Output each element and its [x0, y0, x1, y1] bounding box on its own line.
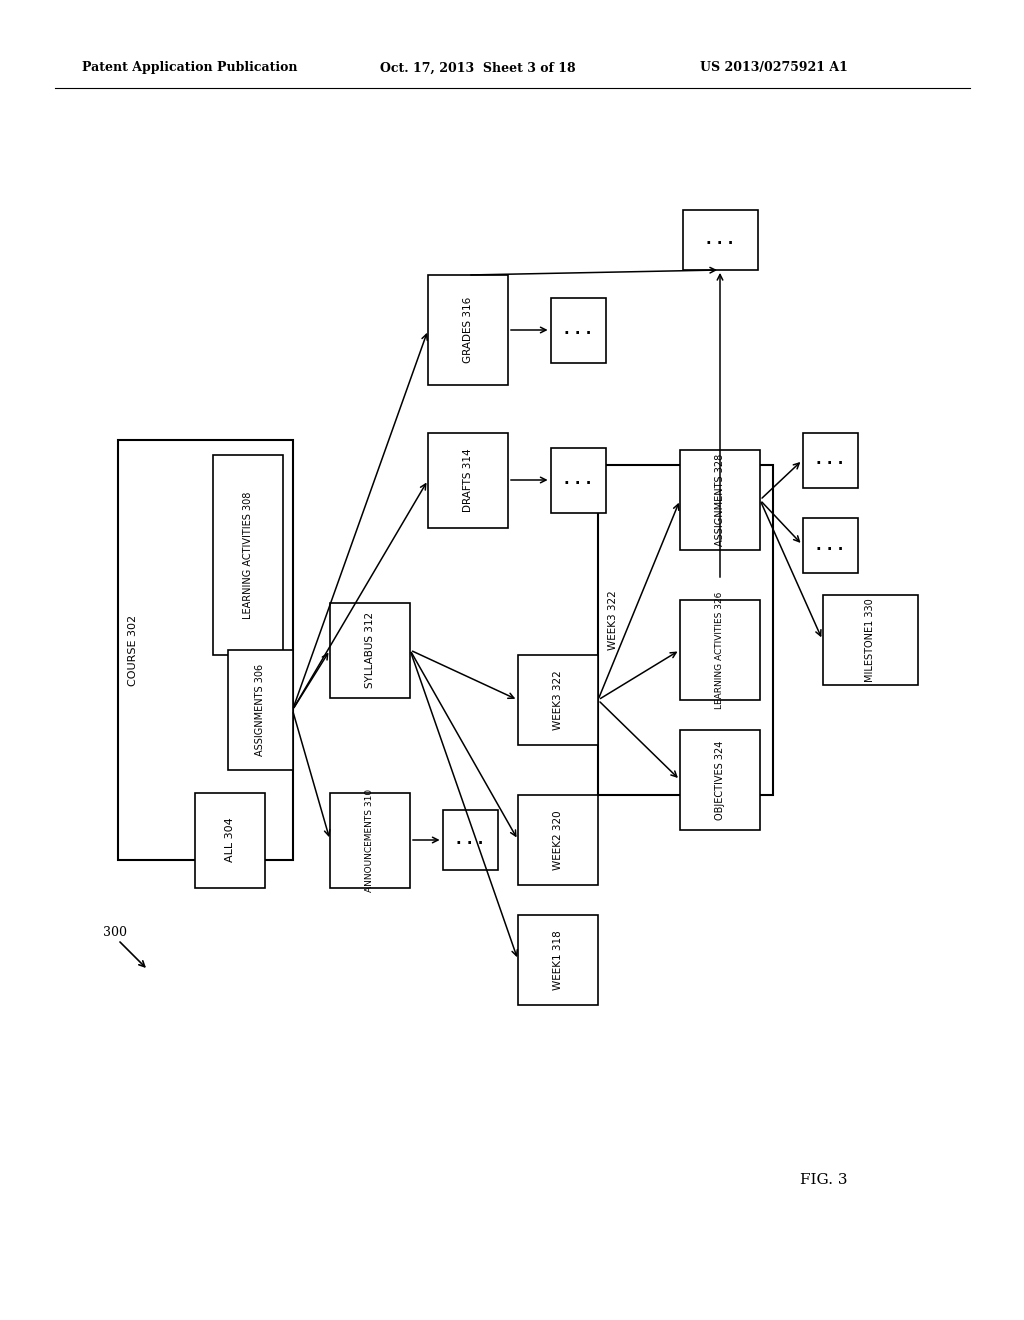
Text: LEARNING ACTIVITIES 308: LEARNING ACTIVITIES 308 [243, 491, 253, 619]
Text: COURSE 302: COURSE 302 [128, 614, 138, 685]
Text: OBJECTIVES 324: OBJECTIVES 324 [715, 741, 725, 820]
Bar [442, 810, 498, 870]
Text: ASSIGNMENTS 306: ASSIGNMENTS 306 [255, 664, 265, 756]
Text: . . .: . . . [564, 473, 592, 487]
Bar [428, 275, 508, 385]
Text: US 2013/0275921 A1: US 2013/0275921 A1 [700, 62, 848, 74]
Bar [680, 450, 760, 550]
Bar [330, 602, 410, 697]
Text: ALL 304: ALL 304 [225, 817, 234, 862]
Bar [428, 433, 508, 528]
Text: FIG. 3: FIG. 3 [800, 1173, 848, 1187]
Bar [118, 440, 293, 861]
Bar [551, 447, 605, 512]
Bar [597, 465, 772, 795]
Text: . . .: . . . [564, 322, 592, 338]
Text: WEEK3 322: WEEK3 322 [607, 590, 617, 649]
Text: WEEK2 320: WEEK2 320 [553, 810, 563, 870]
Text: DRAFTS 314: DRAFTS 314 [463, 449, 473, 512]
Text: . . .: . . . [457, 833, 483, 847]
Text: GRADES 316: GRADES 316 [463, 297, 473, 363]
Text: 300: 300 [103, 925, 127, 939]
Bar [822, 595, 918, 685]
Text: LEARNING ACTIVITIES 326: LEARNING ACTIVITIES 326 [716, 591, 725, 709]
Bar [551, 297, 605, 363]
Text: WEEK3 322: WEEK3 322 [553, 671, 563, 730]
Text: Patent Application Publication: Patent Application Publication [82, 62, 298, 74]
Text: Oct. 17, 2013  Sheet 3 of 18: Oct. 17, 2013 Sheet 3 of 18 [380, 62, 575, 74]
Bar [518, 795, 598, 884]
Bar [518, 655, 598, 744]
Bar [803, 433, 857, 487]
Bar [680, 730, 760, 830]
Text: . . .: . . . [816, 537, 844, 553]
Text: ANNOUNCEMENTS 310: ANNOUNCEMENTS 310 [366, 788, 375, 891]
Bar [680, 601, 760, 700]
Text: ASSIGNMENTS 328: ASSIGNMENTS 328 [715, 454, 725, 546]
Bar [213, 455, 283, 655]
Text: WEEK1 318: WEEK1 318 [553, 931, 563, 990]
Bar [330, 792, 410, 887]
Text: . . .: . . . [707, 232, 733, 248]
Text: SYLLABUS 312: SYLLABUS 312 [365, 612, 375, 688]
Bar [803, 517, 857, 573]
Bar [683, 210, 758, 271]
Bar [195, 792, 265, 887]
Bar [518, 915, 598, 1005]
Text: . . .: . . . [816, 453, 844, 467]
Bar [227, 649, 293, 770]
Text: MILESTONE1 330: MILESTONE1 330 [865, 598, 874, 682]
